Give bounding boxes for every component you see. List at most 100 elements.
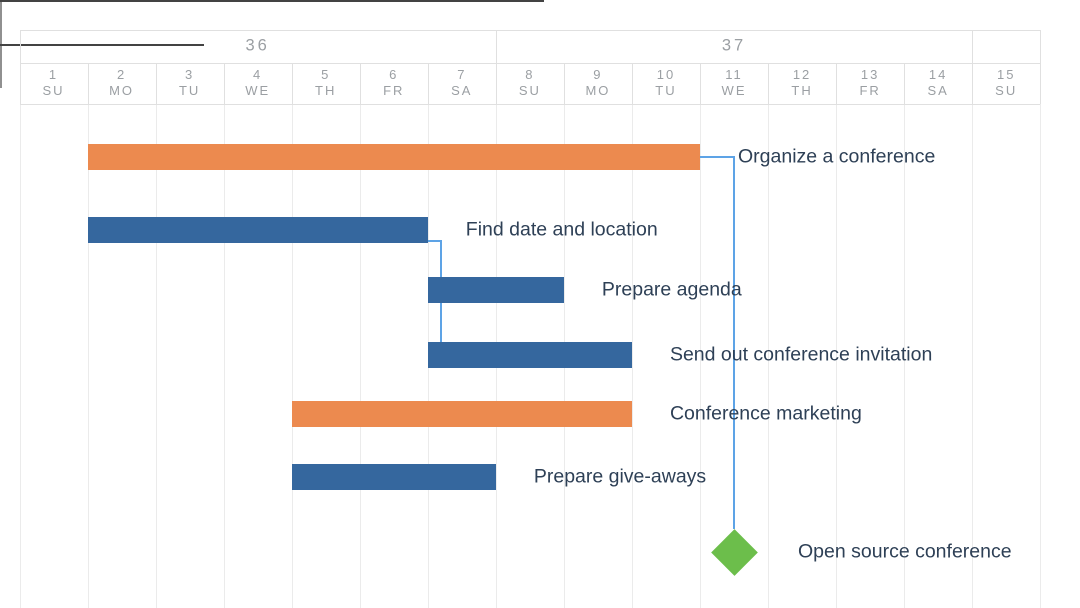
day-cell-border [563, 62, 565, 104]
task-label-prepare-agenda: Prepare agenda [601, 278, 742, 301]
milestone-diamond[interactable] [710, 528, 758, 576]
bracket-line [0, 44, 205, 46]
grid-line-day [223, 103, 225, 608]
taskbar-organize-conference[interactable] [87, 144, 700, 170]
day-header-cell: 15 SU [972, 64, 1040, 103]
grid-line-day [291, 103, 293, 608]
week-cell-border [1040, 29, 1042, 63]
day-cell-border [223, 62, 225, 104]
day-cell-border [836, 62, 838, 104]
week-cell-border [19, 29, 21, 63]
day-cell-border [359, 62, 361, 104]
bracket-tick [0, 46, 2, 67]
connector-segment [700, 156, 736, 158]
day-number: 2 [116, 66, 127, 82]
task-label-organize-conference: Organize a conference [738, 145, 936, 168]
grid-line-day [359, 103, 361, 608]
day-header-cell: 6 FR [360, 64, 428, 103]
day-of-week: WE [245, 83, 271, 98]
task-label-conference-marketing: Conference marketing [669, 402, 862, 425]
day-number: 9 [593, 66, 603, 82]
week-number-label: 36 [245, 36, 270, 55]
day-cell-border [155, 62, 157, 104]
day-number: 11 [725, 66, 743, 82]
day-of-week: FR [383, 83, 405, 98]
day-cell-border [904, 62, 906, 104]
day-of-week: FR [859, 83, 881, 98]
task-label-open-source-conference: Open source conference [798, 540, 1012, 563]
day-header-cell: 12 TH [768, 64, 836, 103]
grid-line-day [87, 103, 89, 608]
day-cell-border [291, 62, 293, 104]
header-bottom-border [19, 103, 1041, 105]
day-of-week: SU [995, 83, 1018, 98]
day-header-cell: 1 SU [20, 64, 88, 103]
day-cell-border [700, 62, 701, 104]
taskbar-conference-marketing[interactable] [291, 401, 632, 427]
day-of-week: TH [791, 83, 813, 98]
header-top-border [19, 29, 1041, 31]
day-header-cell: 7 SA [428, 64, 496, 103]
grid-line-day [155, 103, 157, 608]
grid-line-day [700, 103, 701, 608]
day-cell-border [768, 62, 770, 104]
day-of-week: MO [109, 83, 135, 98]
day-header-cell: 10 TU [632, 64, 700, 103]
grid-line-day [904, 103, 906, 608]
week-cell-border [972, 29, 974, 63]
day-header-cell: 8 SU [496, 64, 564, 103]
grid-line-day [836, 103, 838, 608]
day-header-cell: 5 TH [292, 64, 360, 103]
grid-line-day [631, 103, 633, 608]
week-number-label: 37 [721, 36, 747, 55]
day-header-cell: 9 MO [564, 64, 632, 103]
bracket-tick [0, 2, 2, 23]
day-number: 12 [792, 66, 812, 82]
day-number: 1 [48, 66, 59, 82]
bracket-tick [0, 67, 2, 88]
day-number: 7 [457, 66, 467, 82]
taskbar-find-date-location[interactable] [87, 216, 428, 243]
day-of-week: SU [42, 83, 65, 98]
day-cell-border [427, 62, 429, 104]
grid-line-day [972, 103, 974, 608]
task-label-send-invitation: Send out conference invitation [669, 343, 933, 366]
day-number: 4 [253, 66, 263, 82]
day-of-week: SU [518, 83, 541, 98]
day-of-week: TU [655, 83, 677, 98]
day-header-cell: 11 WE [700, 64, 768, 103]
day-header-cell: 14 SA [904, 64, 972, 103]
header-middle-border [19, 62, 1041, 64]
day-of-week: TU [178, 83, 201, 98]
day-number: 6 [389, 66, 399, 82]
day-cell-border [972, 62, 974, 104]
day-number: 13 [860, 66, 880, 82]
grid-line-day [19, 103, 21, 608]
day-header-cell: 4 WE [224, 64, 292, 103]
day-header-cell: 3 TU [156, 64, 224, 103]
day-number: 3 [185, 66, 195, 82]
taskbar-prepare-agenda[interactable] [427, 277, 564, 303]
day-cell-border [495, 62, 497, 104]
bracket-tick [0, 23, 2, 44]
taskbar-prepare-give-aways[interactable] [291, 463, 496, 490]
grid-line-day [1040, 103, 1042, 608]
day-of-week: MO [585, 83, 611, 98]
day-header-cell: 2 MO [88, 64, 156, 103]
day-header-cell: 13 FR [836, 64, 904, 103]
task-label-find-date-location: Find date and location [465, 218, 658, 240]
day-cell-border [631, 62, 633, 104]
day-cell-border [1040, 62, 1042, 104]
day-number: 5 [321, 66, 331, 82]
bracket-line [0, 0, 545, 2]
day-of-week: SA [451, 83, 473, 98]
grid-line-day [768, 103, 770, 608]
day-number: 14 [928, 66, 948, 82]
day-of-week: WE [721, 83, 747, 98]
day-cell-border [19, 62, 21, 104]
day-cell-border [87, 62, 89, 104]
week-cell-border [495, 29, 497, 63]
taskbar-send-invitation[interactable] [427, 341, 632, 368]
day-of-week: SA [927, 83, 949, 98]
